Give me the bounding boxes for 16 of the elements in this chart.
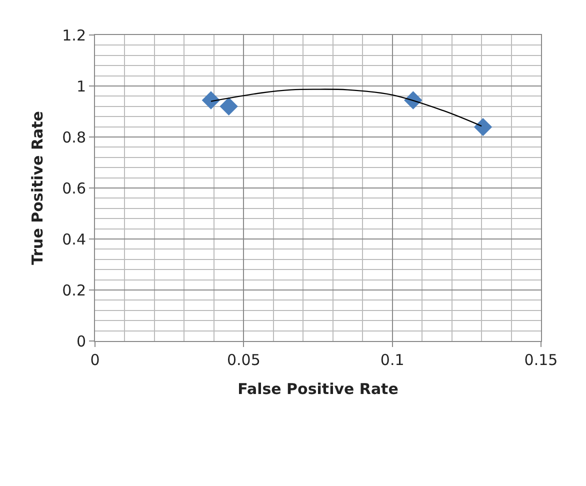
- x-tick-label: 0.15: [524, 351, 558, 369]
- point: [202, 91, 220, 110]
- y-tick-label: 1.2: [62, 26, 86, 44]
- point: [474, 118, 492, 136]
- y-tick-label: 0.8: [62, 128, 86, 146]
- x-tick-label: 0: [90, 351, 100, 369]
- x-tick-label: 0.1: [380, 351, 404, 369]
- y-tick-label: 0.6: [62, 179, 86, 198]
- y-axis-title: True Positive Rate: [28, 111, 46, 265]
- y-tick-label: 0.4: [62, 230, 86, 248]
- x-tick-label: 0.05: [226, 351, 260, 369]
- y-tick-label: 0: [76, 332, 86, 350]
- y-tick-label: 1: [76, 77, 86, 96]
- point: [220, 97, 238, 116]
- x-axis-title: False Positive Rate: [238, 380, 398, 398]
- y-tick-label: 0.2: [62, 281, 86, 300]
